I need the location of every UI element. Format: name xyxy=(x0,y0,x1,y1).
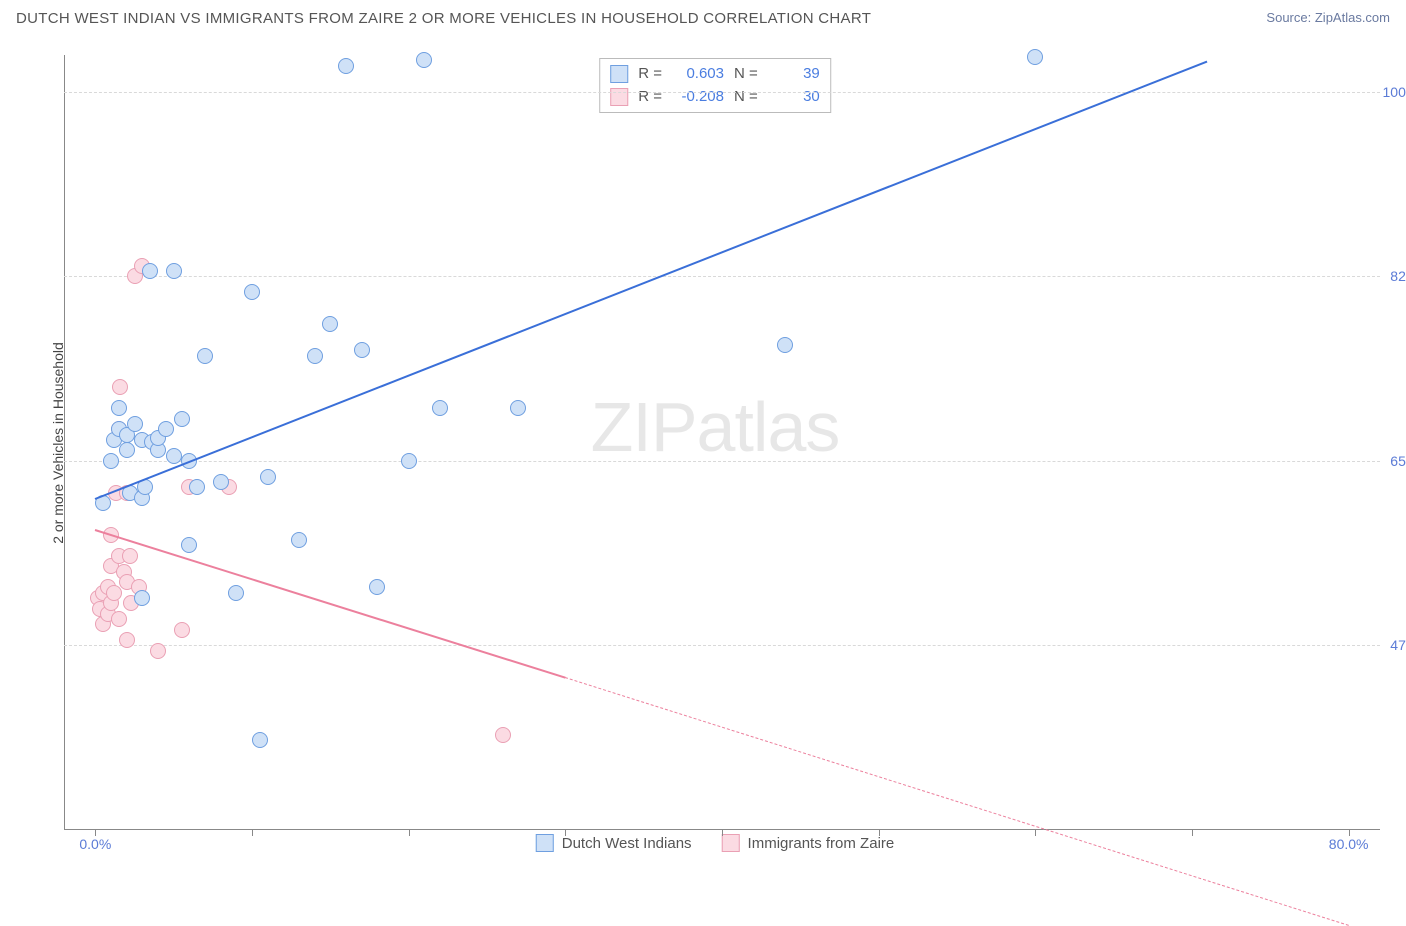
data-point xyxy=(369,579,385,595)
legend-item: Dutch West Indians xyxy=(536,834,692,852)
data-point xyxy=(291,532,307,548)
gridline xyxy=(64,645,1380,646)
stat-n-value: 39 xyxy=(768,63,820,86)
legend-label: Dutch West Indians xyxy=(562,835,692,852)
y-tick-label: 47.5% xyxy=(1390,637,1406,653)
legend-label: Immigrants from Zaire xyxy=(748,835,895,852)
data-point xyxy=(197,348,213,364)
data-point xyxy=(181,537,197,553)
x-tick-label: 80.0% xyxy=(1329,836,1369,852)
data-point xyxy=(158,421,174,437)
stat-r-label: R = xyxy=(638,63,662,86)
data-point xyxy=(103,453,119,469)
x-tick xyxy=(722,830,723,836)
legend-swatch xyxy=(610,88,628,106)
stat-r-value: 0.603 xyxy=(672,63,724,86)
data-point xyxy=(228,585,244,601)
chart-title: DUTCH WEST INDIAN VS IMMIGRANTS FROM ZAI… xyxy=(16,10,871,27)
data-point xyxy=(189,479,205,495)
data-point xyxy=(416,52,432,68)
data-point xyxy=(119,632,135,648)
data-point xyxy=(338,58,354,74)
data-point xyxy=(174,411,190,427)
data-point xyxy=(777,337,793,353)
data-point xyxy=(119,442,135,458)
source-attribution: Source: ZipAtlas.com xyxy=(1266,10,1390,25)
x-tick xyxy=(1192,830,1193,836)
x-tick xyxy=(1035,830,1036,836)
stat-n-value: 30 xyxy=(768,86,820,109)
gridline xyxy=(64,461,1380,462)
data-point xyxy=(244,284,260,300)
data-point xyxy=(401,453,417,469)
data-point xyxy=(1027,49,1043,65)
x-tick xyxy=(409,830,410,836)
legend-item: Immigrants from Zaire xyxy=(722,834,895,852)
x-tick xyxy=(565,830,566,836)
trend-line xyxy=(565,677,1349,926)
legend-swatch xyxy=(722,834,740,852)
series-legend: Dutch West Indians Immigrants from Zaire xyxy=(536,834,895,852)
data-point xyxy=(252,732,268,748)
data-point xyxy=(307,348,323,364)
data-point xyxy=(354,342,370,358)
x-tick-label: 0.0% xyxy=(79,836,111,852)
data-point xyxy=(142,263,158,279)
legend-swatch xyxy=(536,834,554,852)
data-point xyxy=(174,622,190,638)
stat-n-label: N = xyxy=(734,63,758,86)
data-point xyxy=(150,643,166,659)
data-point xyxy=(112,379,128,395)
stat-r-value: -0.208 xyxy=(672,86,724,109)
stat-n-label: N = xyxy=(734,86,758,109)
data-point xyxy=(510,400,526,416)
stat-r-label: R = xyxy=(638,86,662,109)
data-point xyxy=(213,474,229,490)
y-tick-label: 82.5% xyxy=(1390,268,1406,284)
y-tick-label: 65.0% xyxy=(1390,453,1406,469)
stat-row: R = 0.603 N = 39 xyxy=(610,63,820,86)
data-point xyxy=(111,400,127,416)
trend-line xyxy=(95,530,566,680)
y-axis-line xyxy=(64,55,65,830)
data-point xyxy=(111,611,127,627)
data-point xyxy=(166,263,182,279)
x-tick xyxy=(879,830,880,836)
correlation-stats-legend: R = 0.603 N = 39 R = -0.208 N = 30 xyxy=(599,58,831,113)
data-point xyxy=(322,316,338,332)
data-point xyxy=(432,400,448,416)
data-point xyxy=(134,590,150,606)
gridline xyxy=(64,92,1380,93)
data-point xyxy=(495,727,511,743)
y-tick-label: 100.0% xyxy=(1383,84,1406,100)
trend-line xyxy=(95,60,1208,499)
stat-row: R = -0.208 N = 30 xyxy=(610,86,820,109)
data-point xyxy=(122,548,138,564)
legend-swatch xyxy=(610,65,628,83)
gridline xyxy=(64,276,1380,277)
data-point xyxy=(127,416,143,432)
plot-area: 2 or more Vehicles in Household ZIPatlas… xyxy=(50,55,1380,830)
data-point xyxy=(166,448,182,464)
data-point xyxy=(260,469,276,485)
watermark: ZIPatlas xyxy=(591,387,840,467)
x-tick xyxy=(252,830,253,836)
